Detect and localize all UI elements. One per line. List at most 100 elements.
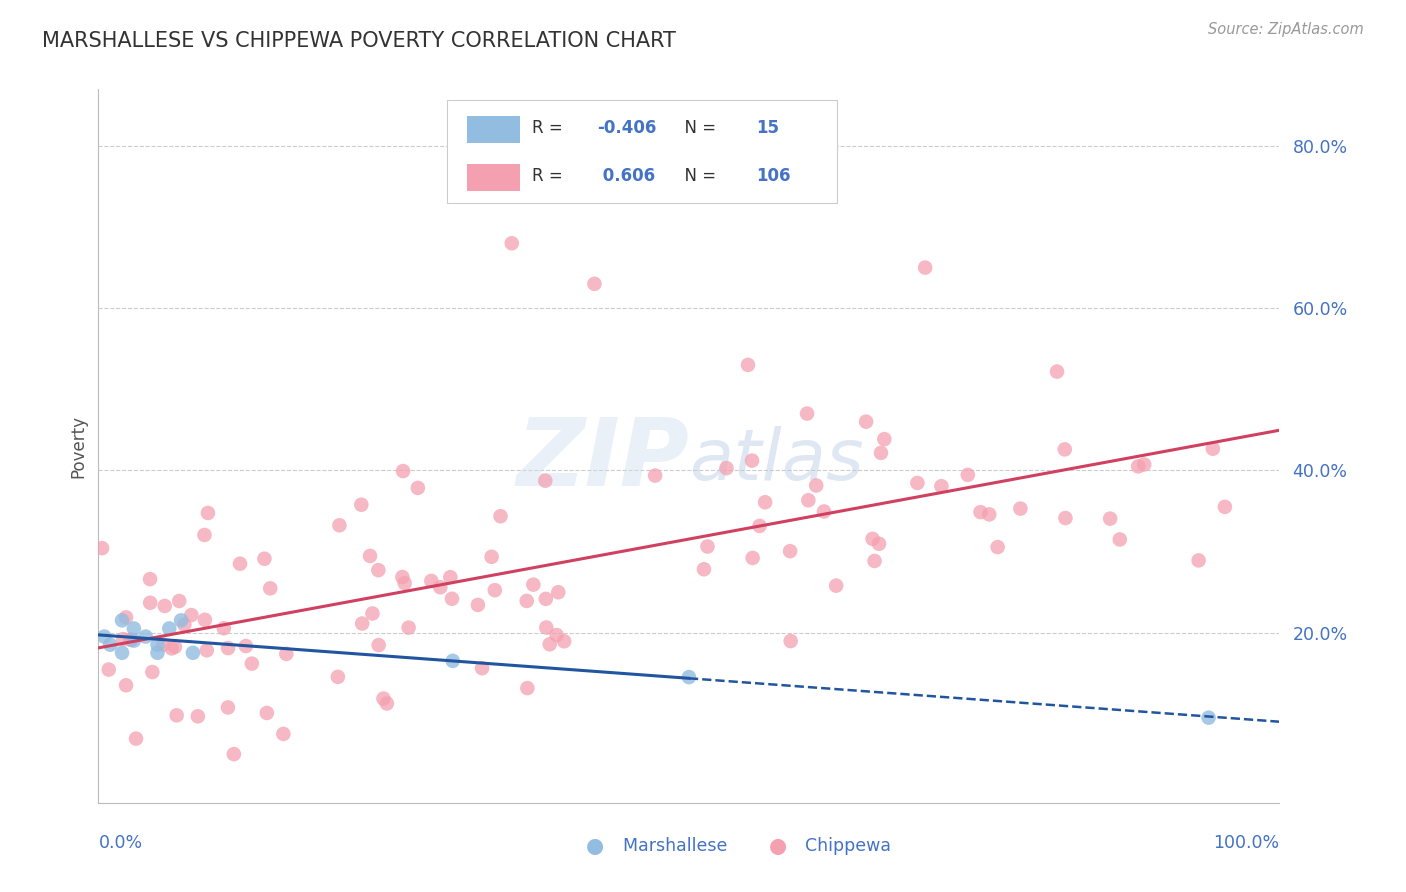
Point <box>501 236 523 251</box>
Point <box>195 643 218 657</box>
Point <box>1010 501 1032 516</box>
Point <box>538 637 561 651</box>
Text: -0.406: -0.406 <box>596 119 657 136</box>
Point <box>217 700 239 714</box>
Point <box>98 638 121 652</box>
Text: Chippewa: Chippewa <box>794 837 891 855</box>
Point <box>779 634 801 648</box>
Point <box>1046 365 1069 379</box>
Point <box>696 540 718 554</box>
Text: R =: R = <box>531 167 568 185</box>
Point <box>547 585 569 599</box>
Point <box>779 544 801 558</box>
Point <box>120 632 142 647</box>
FancyBboxPatch shape <box>447 100 837 203</box>
Point <box>489 509 512 524</box>
Point <box>398 621 420 635</box>
Point <box>194 613 217 627</box>
Text: N =: N = <box>673 167 721 185</box>
Point <box>870 446 893 460</box>
Text: 106: 106 <box>756 167 790 185</box>
Point <box>813 504 835 518</box>
Point <box>167 594 190 608</box>
Point <box>553 634 575 648</box>
Point <box>115 678 138 692</box>
Point <box>135 630 157 644</box>
Point <box>956 467 979 482</box>
Point <box>111 613 134 627</box>
Point <box>139 572 162 586</box>
Point <box>534 591 557 606</box>
Point <box>406 481 429 495</box>
Text: ZIP: ZIP <box>516 414 689 507</box>
Point <box>862 532 884 546</box>
Point <box>420 574 443 588</box>
Point <box>326 670 349 684</box>
Point <box>905 475 928 490</box>
Point <box>328 518 350 533</box>
Point <box>1188 553 1211 567</box>
Point <box>678 670 700 684</box>
Point <box>391 570 413 584</box>
Text: 15: 15 <box>756 119 779 136</box>
Point <box>1133 458 1156 472</box>
Point <box>125 731 148 746</box>
Point <box>979 508 1001 522</box>
Point <box>222 747 245 761</box>
Point <box>1202 442 1225 456</box>
Point <box>644 468 666 483</box>
Point <box>235 639 257 653</box>
Point <box>146 638 169 652</box>
Point <box>361 607 384 621</box>
Point <box>868 537 890 551</box>
Point <box>534 474 557 488</box>
Point <box>392 464 415 478</box>
Point <box>112 632 135 646</box>
Point <box>741 550 763 565</box>
Point <box>863 554 886 568</box>
Point <box>693 562 716 576</box>
Point <box>146 646 169 660</box>
Point <box>350 498 373 512</box>
Point <box>122 633 145 648</box>
Point <box>193 528 215 542</box>
Text: Marshallese: Marshallese <box>612 837 727 855</box>
Point <box>229 557 252 571</box>
Text: N =: N = <box>673 119 721 136</box>
Point <box>441 654 464 668</box>
Point <box>141 665 163 679</box>
Point <box>855 415 877 429</box>
Point <box>166 708 188 723</box>
Point <box>1108 533 1130 547</box>
Point <box>583 277 606 291</box>
Point <box>804 478 827 492</box>
Point <box>796 407 818 421</box>
Point <box>180 608 202 623</box>
Text: ●: ● <box>769 836 787 855</box>
Point <box>173 617 195 632</box>
Text: atlas: atlas <box>689 425 863 495</box>
Point <box>273 727 295 741</box>
Text: MARSHALLESE VS CHIPPEWA POVERTY CORRELATION CHART: MARSHALLESE VS CHIPPEWA POVERTY CORRELAT… <box>42 31 676 51</box>
Text: 0.0%: 0.0% <box>98 834 142 852</box>
Point <box>914 260 936 275</box>
Point <box>163 640 186 654</box>
Point <box>111 646 134 660</box>
Point <box>741 453 763 467</box>
Point <box>748 519 770 533</box>
Point <box>536 621 558 635</box>
Point <box>93 630 115 644</box>
Point <box>797 493 820 508</box>
Point <box>157 622 180 636</box>
Point <box>256 706 278 720</box>
Text: Source: ZipAtlas.com: Source: ZipAtlas.com <box>1208 22 1364 37</box>
Point <box>359 549 381 563</box>
Point <box>97 663 120 677</box>
Point <box>139 596 162 610</box>
Point <box>1128 459 1150 474</box>
Point <box>181 646 204 660</box>
Point <box>259 582 281 596</box>
Point <box>253 551 276 566</box>
Point <box>873 432 896 446</box>
Point <box>212 621 235 635</box>
